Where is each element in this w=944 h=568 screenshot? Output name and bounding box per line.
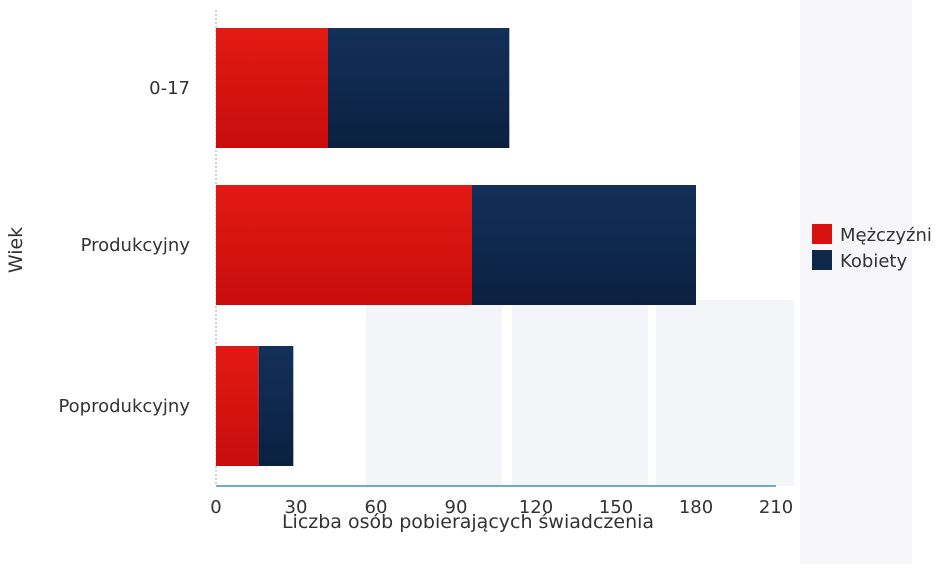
category-label: Produkcyjny	[81, 235, 191, 256]
category-label: 0-17	[149, 78, 190, 99]
bar-women	[328, 28, 510, 148]
category-label: Poprodukcyjny	[58, 396, 190, 417]
x-tick-label: 210	[759, 497, 793, 518]
x-tick-label: 90	[445, 497, 468, 518]
x-tick-label: 0	[210, 497, 221, 518]
background-shade	[656, 300, 794, 486]
legend-label: Kobiety	[840, 251, 907, 272]
bar-women	[472, 185, 696, 305]
y-axis-title: Wiek	[5, 227, 27, 273]
legend-label: Mężczyźni	[840, 225, 932, 246]
x-tick-label: 60	[365, 497, 388, 518]
x-axis-title: Liczba osób pobierających świadczenia	[282, 511, 654, 533]
background-shade	[366, 300, 502, 486]
bar-men	[216, 28, 328, 148]
x-tick-label: 150	[599, 497, 633, 518]
plot-area: 0 30 60 90 120 150 180 210 0-17 Produkcyjny Poprod…	[58, 0, 912, 564]
x-tick-label: 180	[679, 497, 713, 518]
background-shade	[800, 0, 912, 564]
bar-men	[216, 185, 472, 305]
legend-swatch	[812, 250, 832, 270]
x-tick-label: 30	[285, 497, 308, 518]
bar-men	[216, 346, 259, 466]
legend: Mężczyźni Kobiety	[812, 224, 932, 272]
bar-women	[258, 346, 294, 466]
x-tick-label: 120	[519, 497, 553, 518]
legend-swatch	[812, 224, 832, 244]
background-shade	[512, 300, 648, 486]
